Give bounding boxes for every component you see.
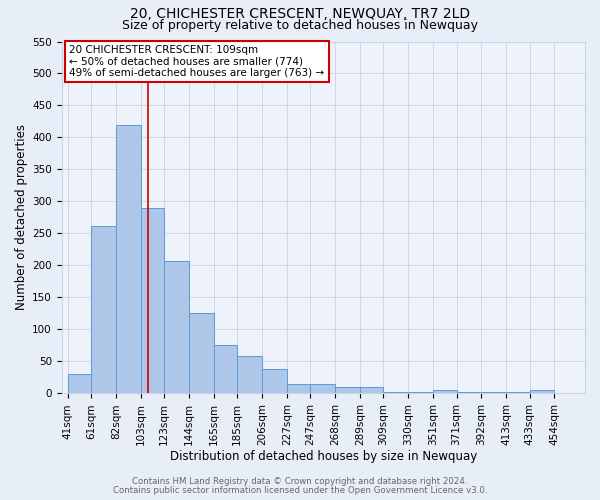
Text: Contains HM Land Registry data © Crown copyright and database right 2024.: Contains HM Land Registry data © Crown c… <box>132 477 468 486</box>
Bar <box>116 124 140 394</box>
Bar <box>140 208 164 394</box>
Bar <box>189 314 214 394</box>
Bar <box>408 392 433 394</box>
Bar <box>360 387 383 394</box>
Bar <box>214 346 237 394</box>
Text: Contains public sector information licensed under the Open Government Licence v3: Contains public sector information licen… <box>113 486 487 495</box>
Bar <box>262 369 287 394</box>
Bar <box>457 392 481 394</box>
Bar <box>164 261 189 394</box>
Bar <box>530 390 554 394</box>
Bar <box>310 384 335 394</box>
Bar <box>433 390 457 394</box>
Bar <box>237 356 262 394</box>
Bar <box>506 392 530 394</box>
Bar <box>383 392 408 394</box>
Y-axis label: Number of detached properties: Number of detached properties <box>15 124 28 310</box>
Bar <box>68 374 91 394</box>
Text: 20, CHICHESTER CRESCENT, NEWQUAY, TR7 2LD: 20, CHICHESTER CRESCENT, NEWQUAY, TR7 2L… <box>130 8 470 22</box>
X-axis label: Distribution of detached houses by size in Newquay: Distribution of detached houses by size … <box>170 450 477 462</box>
Bar <box>91 226 116 394</box>
Text: Size of property relative to detached houses in Newquay: Size of property relative to detached ho… <box>122 18 478 32</box>
Bar <box>335 387 360 394</box>
Text: 20 CHICHESTER CRESCENT: 109sqm
← 50% of detached houses are smaller (774)
49% of: 20 CHICHESTER CRESCENT: 109sqm ← 50% of … <box>70 45 325 78</box>
Bar <box>481 392 506 394</box>
Bar <box>287 384 310 394</box>
